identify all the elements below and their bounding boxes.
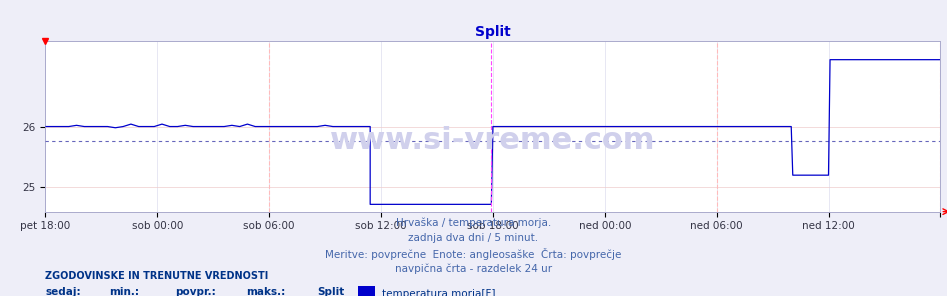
Text: www.si-vreme.com: www.si-vreme.com xyxy=(331,126,655,155)
Text: ZGODOVINSKE IN TRENUTNE VREDNOSTI: ZGODOVINSKE IN TRENUTNE VREDNOSTI xyxy=(45,271,269,281)
Title: Split: Split xyxy=(475,25,510,39)
Text: min.:: min.: xyxy=(109,287,139,296)
Text: temperatura morja[F]: temperatura morja[F] xyxy=(382,289,495,296)
Text: zadnja dva dni / 5 minut.: zadnja dva dni / 5 minut. xyxy=(408,233,539,243)
Text: povpr.:: povpr.: xyxy=(175,287,216,296)
Text: Split: Split xyxy=(317,287,345,296)
Text: navpična črta - razdelek 24 ur: navpična črta - razdelek 24 ur xyxy=(395,264,552,274)
Text: Meritve: povprečne  Enote: angleosaške  Črta: povprečje: Meritve: povprečne Enote: angleosaške Čr… xyxy=(326,248,621,260)
Text: Hrvaška / temperatura morja.: Hrvaška / temperatura morja. xyxy=(396,218,551,228)
Text: maks.:: maks.: xyxy=(246,287,285,296)
Text: sedaj:: sedaj: xyxy=(45,287,81,296)
